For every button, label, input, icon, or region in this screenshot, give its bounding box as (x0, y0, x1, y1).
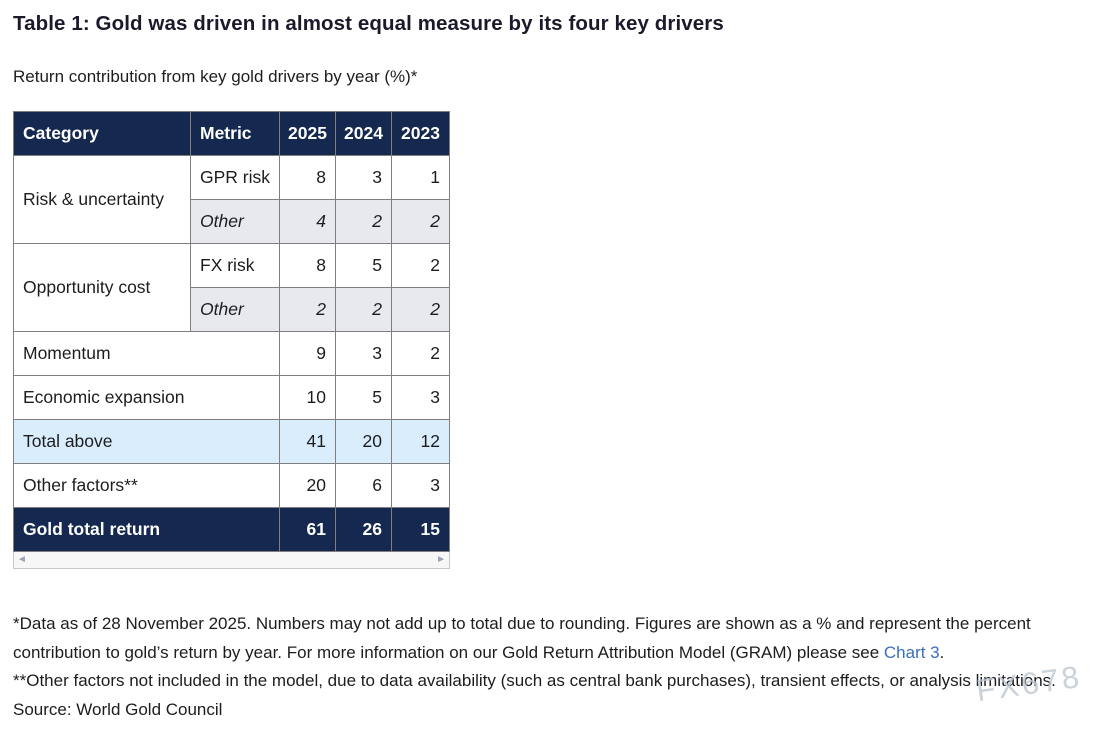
value-cell: 2 (335, 287, 392, 332)
table-row: Momentum 9 3 2 (13, 331, 450, 376)
table-row: Other 4 2 2 (14, 199, 450, 244)
value-cell: 15 (391, 507, 450, 552)
value-cell: 20 (279, 463, 336, 508)
value-cell: 41 (279, 419, 336, 464)
value-cell: 9 (279, 331, 336, 376)
page-title: Table 1: Gold was driven in almost equal… (13, 12, 724, 35)
metric-cell: Other (190, 287, 280, 332)
footnotes: *Data as of 28 November 2025. Numbers ma… (13, 610, 1105, 724)
column-header-metric: Metric (190, 111, 280, 156)
chart3-link[interactable]: Chart 3 (883, 642, 940, 662)
metric-cell: Other (190, 199, 280, 244)
value-cell: 3 (335, 155, 392, 200)
category-cell: Other factors** (13, 463, 280, 508)
table-row: Economic expansion 10 5 3 (13, 375, 450, 420)
table-subtitle: Return contribution from key gold driver… (13, 67, 418, 86)
category-cell: Gold total return (13, 507, 280, 552)
category-cell: Total above (13, 419, 280, 464)
footnote-data-asof: *Data as of 28 November 2025. Numbers ma… (13, 610, 1105, 667)
value-cell: 10 (279, 375, 336, 420)
value-cell: 2 (279, 287, 336, 332)
metric-cell: FX risk (190, 243, 280, 288)
category-cell: Economic expansion (13, 375, 280, 420)
arrow-left-icon[interactable]: ◄ (17, 554, 27, 565)
source-note: Source: World Gold Council (13, 699, 223, 719)
value-cell: 8 (279, 243, 336, 288)
horizontal-scrollbar[interactable]: ◄ ► (13, 552, 450, 569)
grand-total-row: Gold total return 61 26 15 (13, 507, 450, 552)
value-cell: 2 (391, 331, 450, 376)
value-cell: 2 (391, 243, 450, 288)
footnote-text: . (939, 642, 945, 662)
footnote-other-factors: **Other factors not included in the mode… (13, 671, 1056, 690)
column-header-2023: 2023 (391, 111, 450, 156)
value-cell: 3 (391, 375, 450, 420)
value-cell: 2 (391, 199, 450, 244)
value-cell: 8 (279, 155, 336, 200)
column-header-category: Category (13, 111, 191, 156)
column-header-2024: 2024 (335, 111, 392, 156)
value-cell: 1 (391, 155, 450, 200)
category-cell: Risk & uncertainty (13, 155, 191, 244)
metric-cell: GPR risk (190, 155, 280, 200)
header-row: Category Metric 2025 2024 2023 (13, 111, 450, 156)
table-row: Opportunity cost FX risk 8 5 2 (13, 243, 450, 332)
value-cell: 26 (335, 507, 392, 552)
table-row: Risk & uncertainty GPR risk 8 3 1 (13, 155, 450, 244)
value-cell: 20 (335, 419, 392, 464)
table-container: Category Metric 2025 2024 2023 Risk & un… (13, 111, 450, 569)
value-cell: 5 (335, 375, 392, 420)
value-cell: 12 (391, 419, 450, 464)
category-cell: Opportunity cost (13, 243, 191, 332)
value-cell: 61 (279, 507, 336, 552)
column-header-2025: 2025 (279, 111, 336, 156)
value-cell: 6 (335, 463, 392, 508)
value-cell: 4 (279, 199, 336, 244)
category-cell: Momentum (13, 331, 280, 376)
arrow-right-icon[interactable]: ► (436, 554, 446, 565)
value-cell: 3 (391, 463, 450, 508)
gold-drivers-table: Category Metric 2025 2024 2023 Risk & un… (13, 111, 450, 552)
total-above-row: Total above 41 20 12 (13, 419, 450, 464)
value-cell: 2 (335, 199, 392, 244)
value-cell: 5 (335, 243, 392, 288)
value-cell: 3 (335, 331, 392, 376)
value-cell: 2 (391, 287, 450, 332)
table-row: Other factors** 20 6 3 (13, 463, 450, 508)
footnote-text: *Data as of 28 November 2025. Numbers ma… (13, 614, 1031, 662)
